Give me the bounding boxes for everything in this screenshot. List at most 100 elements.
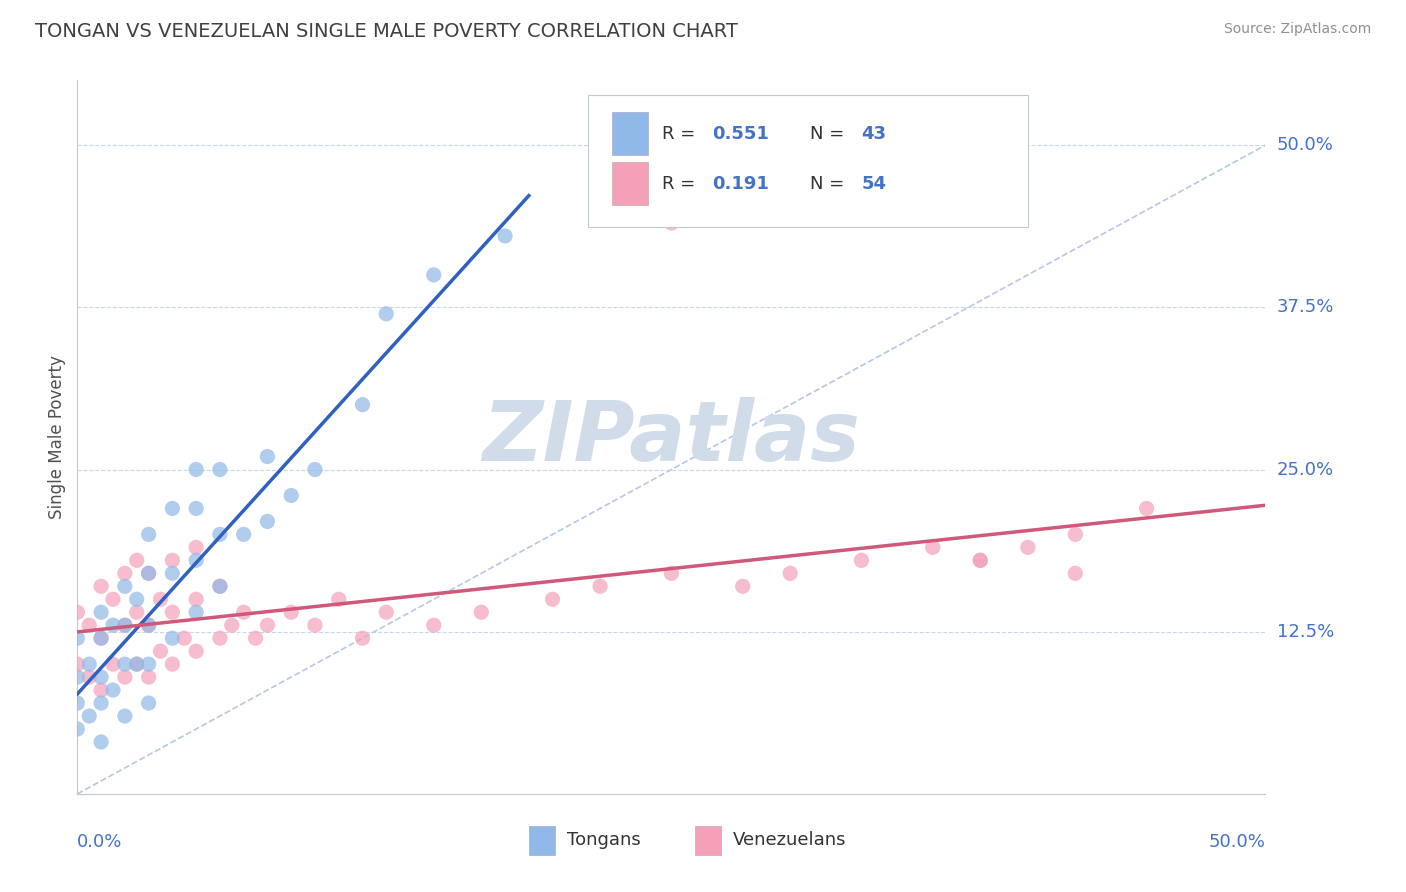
Text: 25.0%: 25.0% — [1277, 460, 1334, 478]
Point — [186, 592, 208, 607]
Text: 37.5%: 37.5% — [1277, 298, 1334, 317]
Point — [90, 631, 112, 645]
Text: 43: 43 — [862, 125, 886, 143]
Point — [162, 657, 184, 672]
Point — [162, 553, 184, 567]
Bar — [695, 826, 721, 855]
Point — [186, 501, 208, 516]
Point — [90, 670, 112, 684]
Point — [138, 566, 160, 581]
Point — [186, 644, 208, 658]
Point — [138, 657, 160, 672]
Text: 50.0%: 50.0% — [1209, 833, 1265, 851]
Bar — [529, 826, 555, 855]
Point — [232, 527, 254, 541]
Point — [114, 566, 136, 581]
Point — [66, 631, 89, 645]
Bar — [612, 162, 648, 205]
Point — [208, 579, 231, 593]
Point — [90, 605, 112, 619]
Point — [125, 605, 148, 619]
FancyBboxPatch shape — [588, 95, 1028, 227]
Point — [186, 605, 208, 619]
Point — [921, 541, 943, 555]
Point — [101, 657, 124, 672]
Point — [256, 450, 278, 464]
Point — [969, 553, 991, 567]
Point — [186, 462, 208, 476]
Point — [138, 696, 160, 710]
Point — [162, 605, 184, 619]
Point — [149, 592, 172, 607]
Point — [90, 735, 112, 749]
Text: TONGAN VS VENEZUELAN SINGLE MALE POVERTY CORRELATION CHART: TONGAN VS VENEZUELAN SINGLE MALE POVERTY… — [35, 22, 738, 41]
Point — [256, 515, 278, 529]
Point — [138, 527, 160, 541]
Point — [114, 670, 136, 684]
Point — [173, 631, 195, 645]
Point — [162, 566, 184, 581]
Point — [149, 644, 172, 658]
Text: ZIPatlas: ZIPatlas — [482, 397, 860, 477]
Point — [969, 553, 991, 567]
Point — [1064, 527, 1087, 541]
Point — [90, 683, 112, 698]
Point — [114, 657, 136, 672]
Point — [66, 696, 89, 710]
Point — [208, 527, 231, 541]
Text: 12.5%: 12.5% — [1277, 623, 1334, 640]
Point — [90, 631, 112, 645]
Point — [114, 579, 136, 593]
Point — [125, 553, 148, 567]
Point — [77, 657, 100, 672]
Point — [1064, 566, 1087, 581]
Point — [208, 579, 231, 593]
Point — [138, 618, 160, 632]
Point — [221, 618, 243, 632]
Text: Source: ZipAtlas.com: Source: ZipAtlas.com — [1223, 22, 1371, 37]
Point — [661, 566, 683, 581]
Point — [304, 462, 326, 476]
Point — [328, 592, 350, 607]
Point — [66, 657, 89, 672]
Point — [1017, 541, 1039, 555]
Point — [779, 566, 801, 581]
Point — [77, 618, 100, 632]
Point — [352, 398, 374, 412]
Point — [162, 631, 184, 645]
Text: R =: R = — [662, 175, 700, 193]
Point — [114, 618, 136, 632]
Point — [494, 229, 516, 244]
Text: 50.0%: 50.0% — [1277, 136, 1333, 154]
Text: Venezuelans: Venezuelans — [733, 831, 846, 849]
Point — [1136, 501, 1159, 516]
Point — [101, 592, 124, 607]
Text: 0.551: 0.551 — [711, 125, 769, 143]
Point — [208, 462, 231, 476]
Y-axis label: Single Male Poverty: Single Male Poverty — [48, 355, 66, 519]
Point — [589, 579, 612, 593]
Point — [423, 618, 446, 632]
Point — [162, 501, 184, 516]
Bar — [612, 112, 648, 155]
Text: 0.191: 0.191 — [711, 175, 769, 193]
Point — [77, 670, 100, 684]
Point — [375, 307, 398, 321]
Point — [851, 553, 873, 567]
Point — [90, 696, 112, 710]
Point — [138, 670, 160, 684]
Point — [375, 605, 398, 619]
Point — [661, 216, 683, 230]
Point — [125, 657, 148, 672]
Point — [186, 553, 208, 567]
Point — [101, 683, 124, 698]
Point — [114, 618, 136, 632]
Point — [731, 579, 754, 593]
Point — [125, 592, 148, 607]
Point — [101, 618, 124, 632]
Point — [256, 618, 278, 632]
Point — [280, 488, 302, 502]
Point — [66, 670, 89, 684]
Point — [304, 618, 326, 632]
Point — [114, 709, 136, 723]
